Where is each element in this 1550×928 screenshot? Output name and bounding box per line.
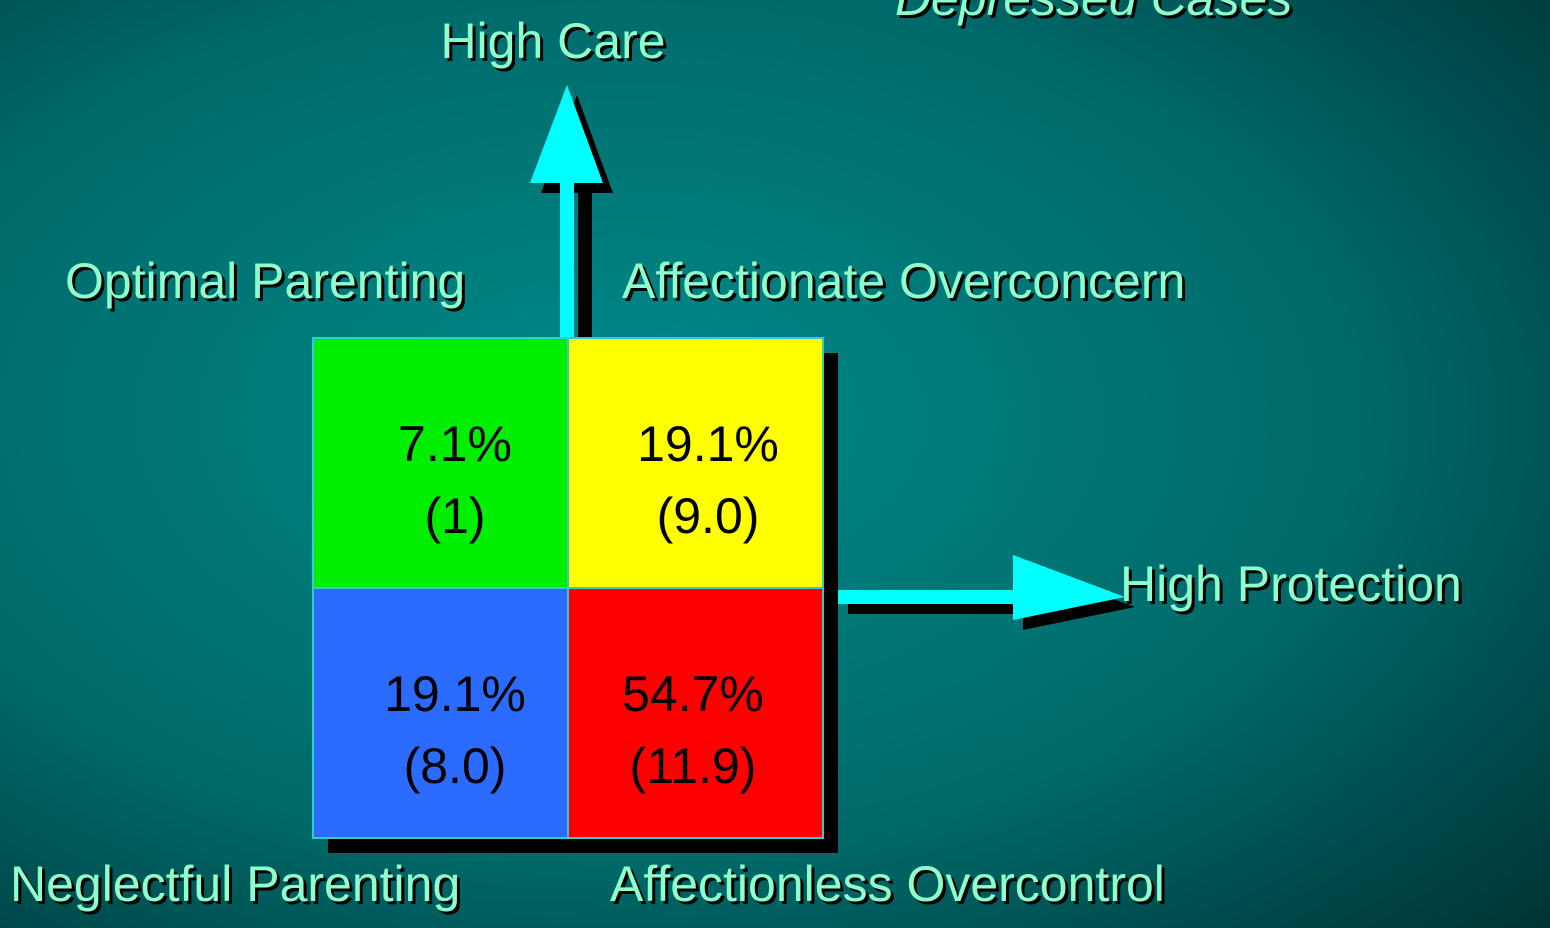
- quadrant-label: Affectionate Overconcern: [622, 253, 1185, 309]
- quadrant-value: (11.9): [630, 738, 757, 794]
- quadrant-value: (8.0): [404, 738, 507, 794]
- quadrant-label: Affectionless Overcontrol: [610, 856, 1165, 912]
- title: Depressed Cases: [895, 0, 1292, 26]
- quadrant-value: (1): [424, 488, 485, 544]
- quadrant-cell: [567, 337, 824, 589]
- quadrant-percent: 19.1%: [384, 666, 526, 722]
- quadrant-value: (9.0): [657, 488, 760, 544]
- quadrant-label: Neglectful Parenting: [10, 856, 460, 912]
- care-axis-arrow: [530, 85, 613, 348]
- quadrant-label: Optimal Parenting: [65, 253, 465, 309]
- quadrant-percent: 54.7%: [622, 666, 764, 722]
- quadrant-percent: 7.1%: [398, 416, 512, 472]
- quadrant-percent: 19.1%: [637, 416, 779, 472]
- y-axis-label: High Care: [440, 13, 665, 69]
- protection-axis-arrow: [838, 555, 1135, 630]
- quadrant-cell: [567, 587, 824, 839]
- x-axis-label: High Protection: [1120, 556, 1462, 612]
